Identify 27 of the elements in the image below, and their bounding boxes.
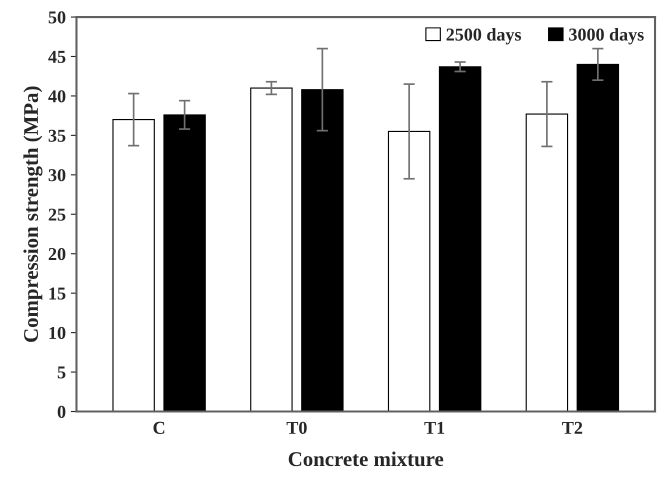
bar [388,130,430,412]
bar [163,114,206,412]
bar [112,119,155,412]
x-tick-label: T0 [286,422,307,434]
bar [576,64,620,412]
y-tick-label: 50 [48,11,66,24]
bar [526,114,568,412]
y-tick-label: 20 [48,248,66,260]
x-axis-title: Concrete mixture [288,452,444,466]
y-tick-label: 0 [58,406,66,418]
y-tick-label: 5 [58,366,66,379]
y-tick-label: 30 [48,169,66,182]
legend-label: 3000 days [569,28,644,44]
y-tick-label: 25 [48,208,66,221]
x-tick-label: T1 [424,422,444,434]
x-tick-label: C [153,422,164,434]
bar [250,87,293,412]
bar [438,66,482,412]
x-tick-label: T2 [562,422,582,434]
y-tick-label: 10 [49,326,66,340]
y-tick-label: 35 [48,130,66,142]
y-tick-label: 40 [48,90,66,102]
y-tick-label: 15 [49,288,66,300]
y-axis-title: Compression strength (MPa) [23,86,42,342]
legend-label: 2500 days [446,28,522,44]
y-tick-label: 45 [48,50,66,63]
bar [301,89,344,412]
